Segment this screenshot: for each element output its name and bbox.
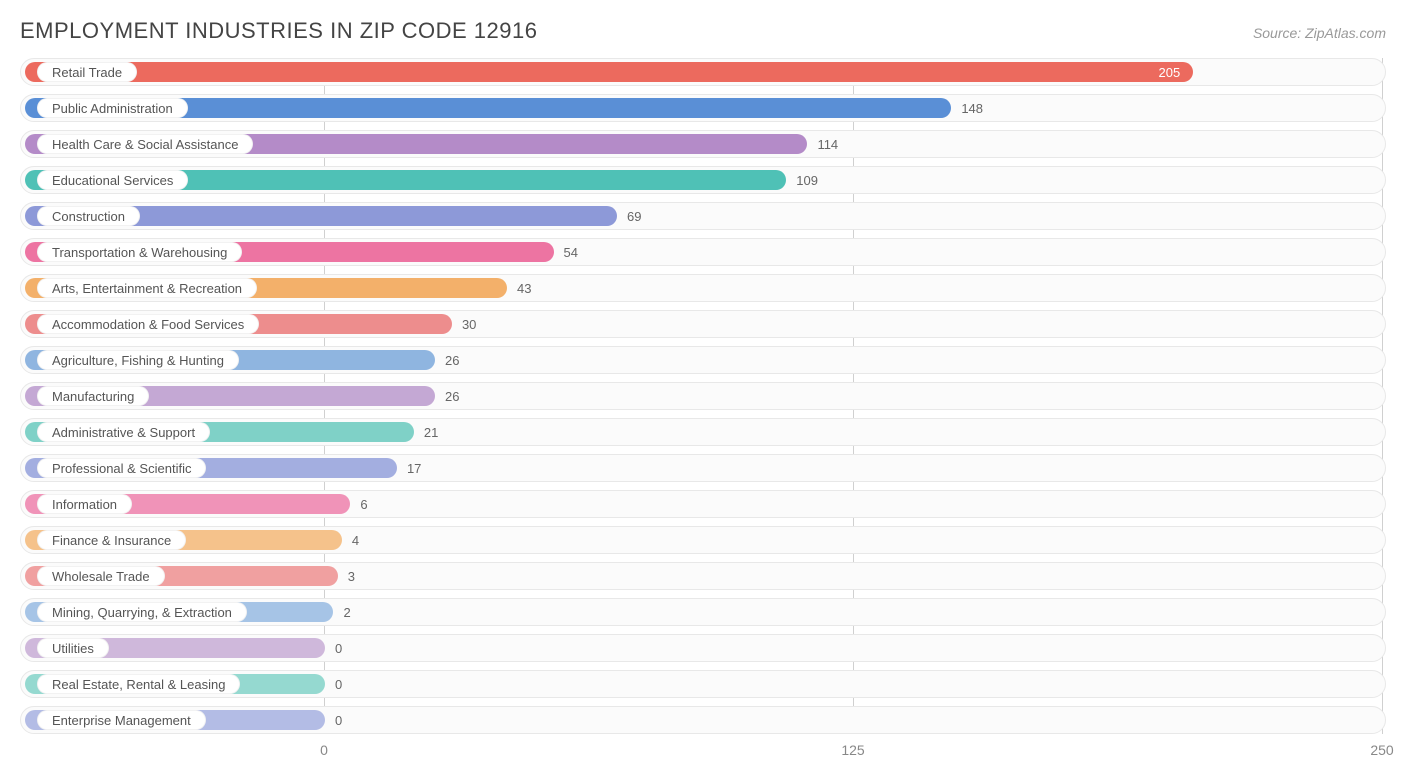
bar-value-label: 0 — [335, 635, 342, 663]
bar-label-pill: Accommodation & Food Services — [37, 314, 259, 334]
bar-value-label: 6 — [360, 491, 367, 519]
bar-row: Public Administration 148 — [20, 94, 1386, 122]
chart-header: EMPLOYMENT INDUSTRIES IN ZIP CODE 12916 … — [20, 18, 1386, 44]
bar-label-pill: Construction — [37, 206, 140, 226]
bar-label-pill: Arts, Entertainment & Recreation — [37, 278, 257, 298]
bar-row: Utilities 0 — [20, 634, 1386, 662]
bar-row: Health Care & Social Assistance 114 — [20, 130, 1386, 158]
bar-label-pill: Transportation & Warehousing — [37, 242, 242, 262]
bar-value-label: 2 — [343, 599, 350, 627]
bar-label-pill: Retail Trade — [37, 62, 137, 82]
bar-row: Administrative & Support 21 — [20, 418, 1386, 446]
x-axis-tick-label: 125 — [841, 742, 864, 758]
bar-label-pill: Public Administration — [37, 98, 188, 118]
x-axis-tick-label: 0 — [320, 742, 328, 758]
bar-label-pill: Administrative & Support — [37, 422, 210, 442]
bar-value-label: 148 — [961, 95, 983, 123]
bar-value-label: 43 — [517, 275, 531, 303]
chart-area: Retail Trade 205 Public Administration 148 H… — [20, 58, 1386, 764]
bar-label-pill: Information — [37, 494, 132, 514]
bar-label-pill: Health Care & Social Assistance — [37, 134, 253, 154]
bar-value-label: 30 — [462, 311, 476, 339]
bar-row: Transportation & Warehousing 54 — [20, 238, 1386, 266]
bar-label-pill: Mining, Quarrying, & Extraction — [37, 602, 247, 622]
bar-row: Professional & Scientific 17 — [20, 454, 1386, 482]
bar-label-pill: Utilities — [37, 638, 109, 658]
chart-title: EMPLOYMENT INDUSTRIES IN ZIP CODE 12916 — [20, 18, 538, 44]
bars-container: Retail Trade 205 Public Administration 148 H… — [20, 58, 1386, 734]
bar-value-label: 26 — [445, 347, 459, 375]
bar-label-pill: Finance & Insurance — [37, 530, 186, 550]
bar-value-label: 69 — [627, 203, 641, 231]
x-axis: 0125250 — [20, 742, 1386, 764]
bar-value-label: 4 — [352, 527, 359, 555]
bar-value-label: 0 — [335, 671, 342, 699]
bar-label-pill: Agriculture, Fishing & Hunting — [37, 350, 239, 370]
bar-row: Agriculture, Fishing & Hunting 26 — [20, 346, 1386, 374]
bar-row: Information 6 — [20, 490, 1386, 518]
bar-row: Arts, Entertainment & Recreation 43 — [20, 274, 1386, 302]
bar-row: Mining, Quarrying, & Extraction 2 — [20, 598, 1386, 626]
bar-row: Wholesale Trade 3 — [20, 562, 1386, 590]
bar-value-label: 205 — [1159, 59, 1181, 87]
bar-label-pill: Real Estate, Rental & Leasing — [37, 674, 240, 694]
bar-value-label: 3 — [348, 563, 355, 591]
bar-label-pill: Educational Services — [37, 170, 188, 190]
bar-row: Educational Services 109 — [20, 166, 1386, 194]
bar-row: Finance & Insurance 4 — [20, 526, 1386, 554]
bar-value-label: 26 — [445, 383, 459, 411]
bar-value-label: 54 — [564, 239, 578, 267]
bar-label-pill: Professional & Scientific — [37, 458, 206, 478]
bar-value-label: 109 — [796, 167, 818, 195]
bar-label-pill: Enterprise Management — [37, 710, 206, 730]
bar-fill — [25, 62, 1193, 82]
bar-label-pill: Manufacturing — [37, 386, 149, 406]
x-axis-tick-label: 250 — [1370, 742, 1393, 758]
bar-row: Retail Trade 205 — [20, 58, 1386, 86]
bar-row: Accommodation & Food Services 30 — [20, 310, 1386, 338]
bar-row: Enterprise Management 0 — [20, 706, 1386, 734]
bar-value-label: 0 — [335, 707, 342, 735]
bar-value-label: 114 — [817, 131, 838, 159]
chart-source: Source: ZipAtlas.com — [1253, 25, 1386, 41]
bar-row: Construction 69 — [20, 202, 1386, 230]
bar-row: Real Estate, Rental & Leasing 0 — [20, 670, 1386, 698]
bar-row: Manufacturing 26 — [20, 382, 1386, 410]
bar-value-label: 21 — [424, 419, 438, 447]
bar-label-pill: Wholesale Trade — [37, 566, 165, 586]
bar-value-label: 17 — [407, 455, 421, 483]
